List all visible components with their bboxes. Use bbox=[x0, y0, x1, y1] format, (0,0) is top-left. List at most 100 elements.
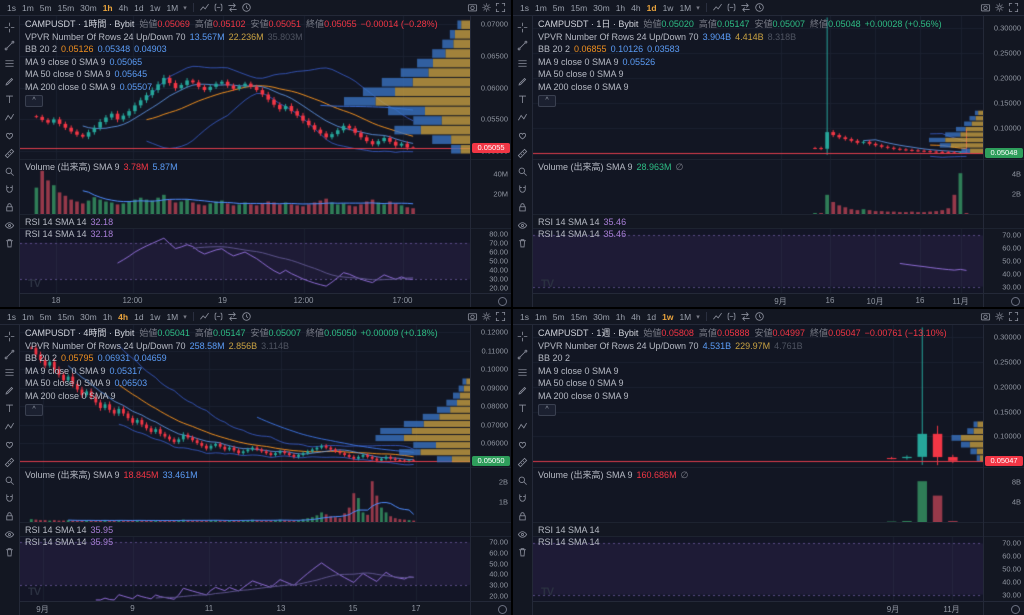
timeframe-button-1d[interactable]: 1d bbox=[646, 311, 657, 322]
rsi-legend[interactable]: RSI 14 SMA 14 35.95 bbox=[25, 537, 114, 547]
rsi-collapsed-pane[interactable]: RSI 14 SMA 14 32.18 bbox=[20, 215, 470, 229]
symbol-row[interactable]: CAMPUSDT · 1週 · Bybit 始値0.05808 高値0.05888 安… bbox=[538, 328, 947, 338]
rsi-chart-canvas[interactable] bbox=[533, 229, 983, 293]
indicator-row-vpvr[interactable]: VPVR Number Of Rows 24 Up/Down 70 13.567M… bbox=[25, 31, 303, 42]
zoom-icon[interactable] bbox=[516, 165, 529, 177]
crosshair-icon[interactable] bbox=[3, 330, 16, 342]
volume-legend[interactable]: Volume (出来高) SMA 9 160.686M ∅ bbox=[538, 470, 689, 480]
timeframe-button-1s[interactable]: 1s bbox=[520, 311, 529, 322]
ruler-icon[interactable] bbox=[516, 456, 529, 468]
timeframe-button-15m[interactable]: 15m bbox=[570, 311, 588, 322]
crosshair-icon[interactable] bbox=[516, 21, 529, 33]
timeframe-button-30m[interactable]: 30m bbox=[593, 2, 610, 13]
indicators-icon[interactable] bbox=[212, 1, 226, 14]
chevron-down-icon[interactable]: ▾ bbox=[183, 4, 187, 12]
indicator-row-bb[interactable]: BB 20 2 0.05795 0.06931 0.04659 bbox=[25, 353, 167, 363]
fib-icon[interactable] bbox=[516, 57, 529, 69]
compare-icon[interactable] bbox=[226, 1, 240, 14]
volume-legend[interactable]: Volume (出来高) SMA 9 28.963M ∅ bbox=[538, 162, 684, 172]
timeframe-button-4h[interactable]: 4h bbox=[631, 2, 641, 13]
heart-icon[interactable] bbox=[3, 438, 16, 450]
price-chart-canvas[interactable] bbox=[20, 16, 470, 159]
eye-icon[interactable] bbox=[3, 219, 16, 231]
price-scale-rsi[interactable]: 80.00 70.00 60.00 50.00 40.00 30.00 20.00 bbox=[471, 228, 511, 293]
indicator-row-ma9[interactable]: MA 9 close 0 SMA 9 bbox=[538, 365, 619, 376]
chevron-down-icon[interactable]: ▾ bbox=[696, 313, 700, 321]
settings-icon[interactable] bbox=[992, 310, 1006, 323]
timeframe-button-1m[interactable]: 1m bbox=[534, 2, 547, 13]
text-icon[interactable] bbox=[516, 93, 529, 105]
time-axis[interactable]: 9月 16 10月 16 11月 bbox=[533, 293, 983, 307]
price-scale-volume[interactable]: 4B 2B bbox=[984, 159, 1024, 214]
magnet-icon[interactable] bbox=[516, 492, 529, 504]
crosshair-icon[interactable] bbox=[516, 330, 529, 342]
trash-icon[interactable] bbox=[516, 546, 529, 558]
indicator-row-vpvr[interactable]: VPVR Number Of Rows 24 Up/Down 70 258.58M… bbox=[25, 340, 289, 351]
timeframe-button-1s[interactable]: 1s bbox=[7, 311, 16, 322]
timeframe-button-1m[interactable]: 1m bbox=[21, 311, 34, 322]
compare-icon[interactable] bbox=[739, 310, 753, 323]
compare-icon[interactable] bbox=[226, 310, 240, 323]
indicator-row-ma50[interactable]: MA 50 close 0 SMA 9 0.05645 bbox=[25, 69, 148, 79]
rsi-chart-canvas[interactable] bbox=[20, 229, 470, 293]
indicator-row-bb[interactable]: BB 20 2 0.06855 0.10126 0.03583 bbox=[538, 44, 680, 54]
price-scale-main[interactable]: 0.30000 0.25000 0.20000 0.15000 0.10000 0.050… bbox=[984, 325, 1024, 467]
timeframe-button-1h[interactable]: 1h bbox=[615, 2, 626, 13]
price-scale-rsi[interactable]: 70.00 60.00 50.00 40.00 30.00 bbox=[984, 536, 1024, 601]
timeframe-button-15m[interactable]: 15m bbox=[570, 2, 588, 13]
timeframe-button-5m[interactable]: 5m bbox=[39, 311, 52, 322]
price-scale[interactable]: 0.12000 0.11000 0.10000 0.09000 0.08000 0.070… bbox=[470, 325, 511, 615]
volume-chart-canvas[interactable] bbox=[20, 468, 470, 522]
timeframe-button-1s[interactable]: 1s bbox=[7, 2, 16, 13]
lock-icon[interactable] bbox=[3, 201, 16, 213]
indicator-row-ma50[interactable]: MA 50 close 0 SMA 9 0.06503 bbox=[25, 378, 148, 388]
magnet-icon[interactable] bbox=[3, 492, 16, 504]
timeframe-button-1M[interactable]: 1M bbox=[679, 2, 692, 13]
rsi-collapsed-pane[interactable]: RSI 14 SMA 14 35.95 bbox=[20, 523, 470, 537]
price-scale-main[interactable]: 0.30000 0.25000 0.20000 0.15000 0.10000 0.050… bbox=[984, 16, 1024, 159]
rsi-collapsed-pane[interactable]: RSI 14 SMA 14 bbox=[533, 523, 983, 537]
camera-icon[interactable] bbox=[465, 1, 479, 14]
symbol-row[interactable]: CAMPUSDT · 4時間 · Bybit 始値0.05041 高値0.05147… bbox=[25, 328, 438, 338]
magnet-icon[interactable] bbox=[516, 183, 529, 195]
indicators-icon[interactable] bbox=[725, 1, 739, 14]
eye-icon[interactable] bbox=[3, 528, 16, 540]
timeframe-button-5m[interactable]: 5m bbox=[552, 311, 565, 322]
timeframe-button-1w[interactable]: 1w bbox=[149, 2, 161, 13]
heart-icon[interactable] bbox=[3, 129, 16, 141]
trendline-icon[interactable] bbox=[3, 39, 16, 51]
pattern-icon[interactable] bbox=[516, 111, 529, 123]
text-icon[interactable] bbox=[3, 93, 16, 105]
indicator-row-ma9[interactable]: MA 9 close 0 SMA 9 0.05317 bbox=[25, 365, 143, 376]
timeframe-button-1m[interactable]: 1m bbox=[534, 311, 547, 322]
timeframe-button-1w[interactable]: 1w bbox=[149, 311, 161, 322]
axis-clock-icon[interactable] bbox=[1011, 604, 1020, 614]
timeframe-button-1d[interactable]: 1d bbox=[134, 2, 144, 13]
alert-icon[interactable] bbox=[240, 310, 254, 323]
brush-icon[interactable] bbox=[516, 384, 529, 396]
timeframe-button-4h[interactable]: 4h bbox=[631, 311, 641, 322]
text-icon[interactable] bbox=[516, 402, 529, 414]
timeframe-button-1d[interactable]: 1d bbox=[134, 311, 144, 322]
trash-icon[interactable] bbox=[3, 546, 16, 558]
brush-icon[interactable] bbox=[516, 75, 529, 87]
settings-icon[interactable] bbox=[479, 310, 493, 323]
pattern-icon[interactable] bbox=[3, 111, 16, 123]
timeframe-button-1M[interactable]: 1M bbox=[166, 2, 179, 13]
trendline-icon[interactable] bbox=[3, 348, 16, 360]
heart-icon[interactable] bbox=[516, 129, 529, 141]
indicator-row-ma200[interactable]: MA 200 close 0 SMA 9 0.05507 bbox=[25, 81, 153, 92]
timeframe-button-5m[interactable]: 5m bbox=[39, 2, 52, 13]
eye-icon[interactable] bbox=[516, 219, 529, 231]
brush-icon[interactable] bbox=[3, 384, 16, 396]
price-scale[interactable]: 0.30000 0.25000 0.20000 0.15000 0.10000 0.050… bbox=[983, 325, 1024, 615]
lock-icon[interactable] bbox=[516, 510, 529, 522]
magnet-icon[interactable] bbox=[3, 183, 16, 195]
timeframe-button-1s[interactable]: 1s bbox=[520, 2, 529, 13]
ruler-icon[interactable] bbox=[516, 147, 529, 159]
fullscreen-icon[interactable] bbox=[1006, 1, 1020, 14]
timeframe-button-1M[interactable]: 1M bbox=[679, 311, 692, 322]
chart-style-icon[interactable] bbox=[711, 1, 725, 14]
eye-icon[interactable] bbox=[516, 528, 529, 540]
timeframe-button-1h[interactable]: 1h bbox=[615, 311, 626, 322]
